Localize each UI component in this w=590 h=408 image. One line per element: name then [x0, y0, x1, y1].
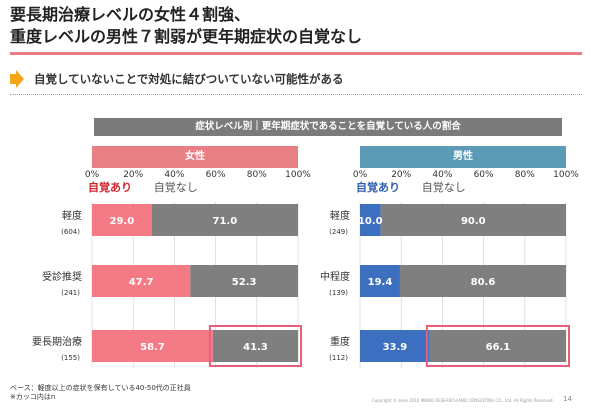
female-panel-header: 女性 — [92, 146, 298, 168]
title-divider — [10, 52, 582, 55]
female-tick-label: 80% — [247, 170, 267, 180]
male-tick-label: 100% — [553, 170, 579, 180]
page-title: 要長期治療レベルの女性４割強、 重度レベルの男性７割弱が更年期症状の自覚なし — [10, 4, 570, 48]
female-tick-label: 100% — [285, 170, 311, 180]
arrow-right-icon — [10, 70, 24, 88]
male-bar-unaware — [399, 265, 566, 297]
female-value-unaware: 41.3 — [243, 342, 268, 353]
male-bar-unaware — [380, 204, 566, 236]
footnote-note: ※カッコ内はn — [10, 393, 56, 401]
copyright: Copyright © amie 2016 MIKIIKI RESEARCH A… — [372, 398, 553, 403]
male-panel-header: 男性 — [360, 146, 566, 168]
chart-banner: 症状レベル別｜更年期症状であることを自覚している人の割合 — [94, 118, 562, 136]
female-tick-label: 20% — [123, 170, 143, 180]
female-bar-aware — [92, 265, 191, 297]
male-value-unaware: 66.1 — [486, 342, 511, 353]
male-value-unaware: 90.0 — [461, 216, 486, 227]
male-tick-label: 20% — [391, 170, 411, 180]
subtitle: 自覚していないことで対処に結びついていない可能性がある — [34, 72, 344, 86]
male-category-label: 重度 — [330, 335, 350, 348]
female-category-label: 受診推奨 — [42, 270, 82, 283]
male-bar-aware — [360, 265, 400, 297]
male-legend-aware: 自覚あり — [356, 180, 400, 194]
female-value-aware: 47.7 — [129, 277, 154, 288]
male-tick-label: 80% — [515, 170, 535, 180]
male-tick-label: 40% — [432, 170, 452, 180]
female-tick-label: 0% — [85, 170, 100, 180]
female-bar-aware — [92, 330, 213, 362]
female-value-unaware: 52.3 — [232, 277, 257, 288]
male-value-unaware: 80.6 — [471, 277, 496, 288]
female-n-label: (241) — [61, 289, 80, 297]
male-n-label: (249) — [329, 228, 348, 236]
subtitle-divider — [10, 94, 582, 95]
male-tick-label: 60% — [474, 170, 494, 180]
female-category-label: 要長期治療 — [32, 335, 82, 348]
female-n-label: (604) — [61, 228, 80, 236]
footnote-base: ベース：軽度以上の症状を保有している40-50代の正社員 — [10, 384, 191, 392]
male-bar-aware — [360, 330, 430, 362]
female-legend-unaware: 自覚なし — [154, 181, 198, 194]
female-n-label: (155) — [61, 354, 80, 362]
female-legend-aware: 自覚あり — [88, 180, 132, 194]
female-value-aware: 29.0 — [110, 216, 135, 227]
male-bar-aware — [360, 204, 381, 236]
female-bar-unaware — [212, 330, 298, 362]
male-tick-label: 0% — [353, 170, 368, 180]
female-tick-label: 60% — [206, 170, 226, 180]
male-category-label: 軽度 — [330, 209, 350, 222]
footnote: ベース：軽度以上の症状を保有している40-50代の正社員 ※カッコ内はn — [10, 384, 191, 402]
page-number: 14 — [563, 395, 572, 403]
male-n-label: (112) — [329, 354, 348, 362]
female-highlight-box — [208, 325, 302, 367]
title-line-2: 重度レベルの男性７割弱が更年期症状の自覚なし — [10, 27, 363, 46]
male-value-aware: 19.4 — [368, 277, 393, 288]
female-category-label: 軽度 — [62, 209, 82, 222]
male-legend-unaware: 自覚なし — [422, 181, 466, 194]
female-bar-aware — [92, 204, 152, 236]
title-line-1: 要長期治療レベルの女性４割強、 — [10, 5, 251, 24]
male-n-label: (139) — [329, 289, 348, 297]
male-bar-unaware — [429, 330, 566, 362]
female-bar-unaware — [151, 204, 298, 236]
female-value-unaware: 71.0 — [213, 216, 238, 227]
male-value-aware: 10.0 — [358, 216, 383, 227]
female-value-aware: 58.7 — [140, 342, 165, 353]
female-tick-label: 40% — [164, 170, 184, 180]
female-bar-unaware — [190, 265, 298, 297]
male-value-aware: 33.9 — [383, 342, 408, 353]
male-highlight-box — [425, 325, 571, 367]
male-category-label: 中程度 — [320, 270, 350, 283]
